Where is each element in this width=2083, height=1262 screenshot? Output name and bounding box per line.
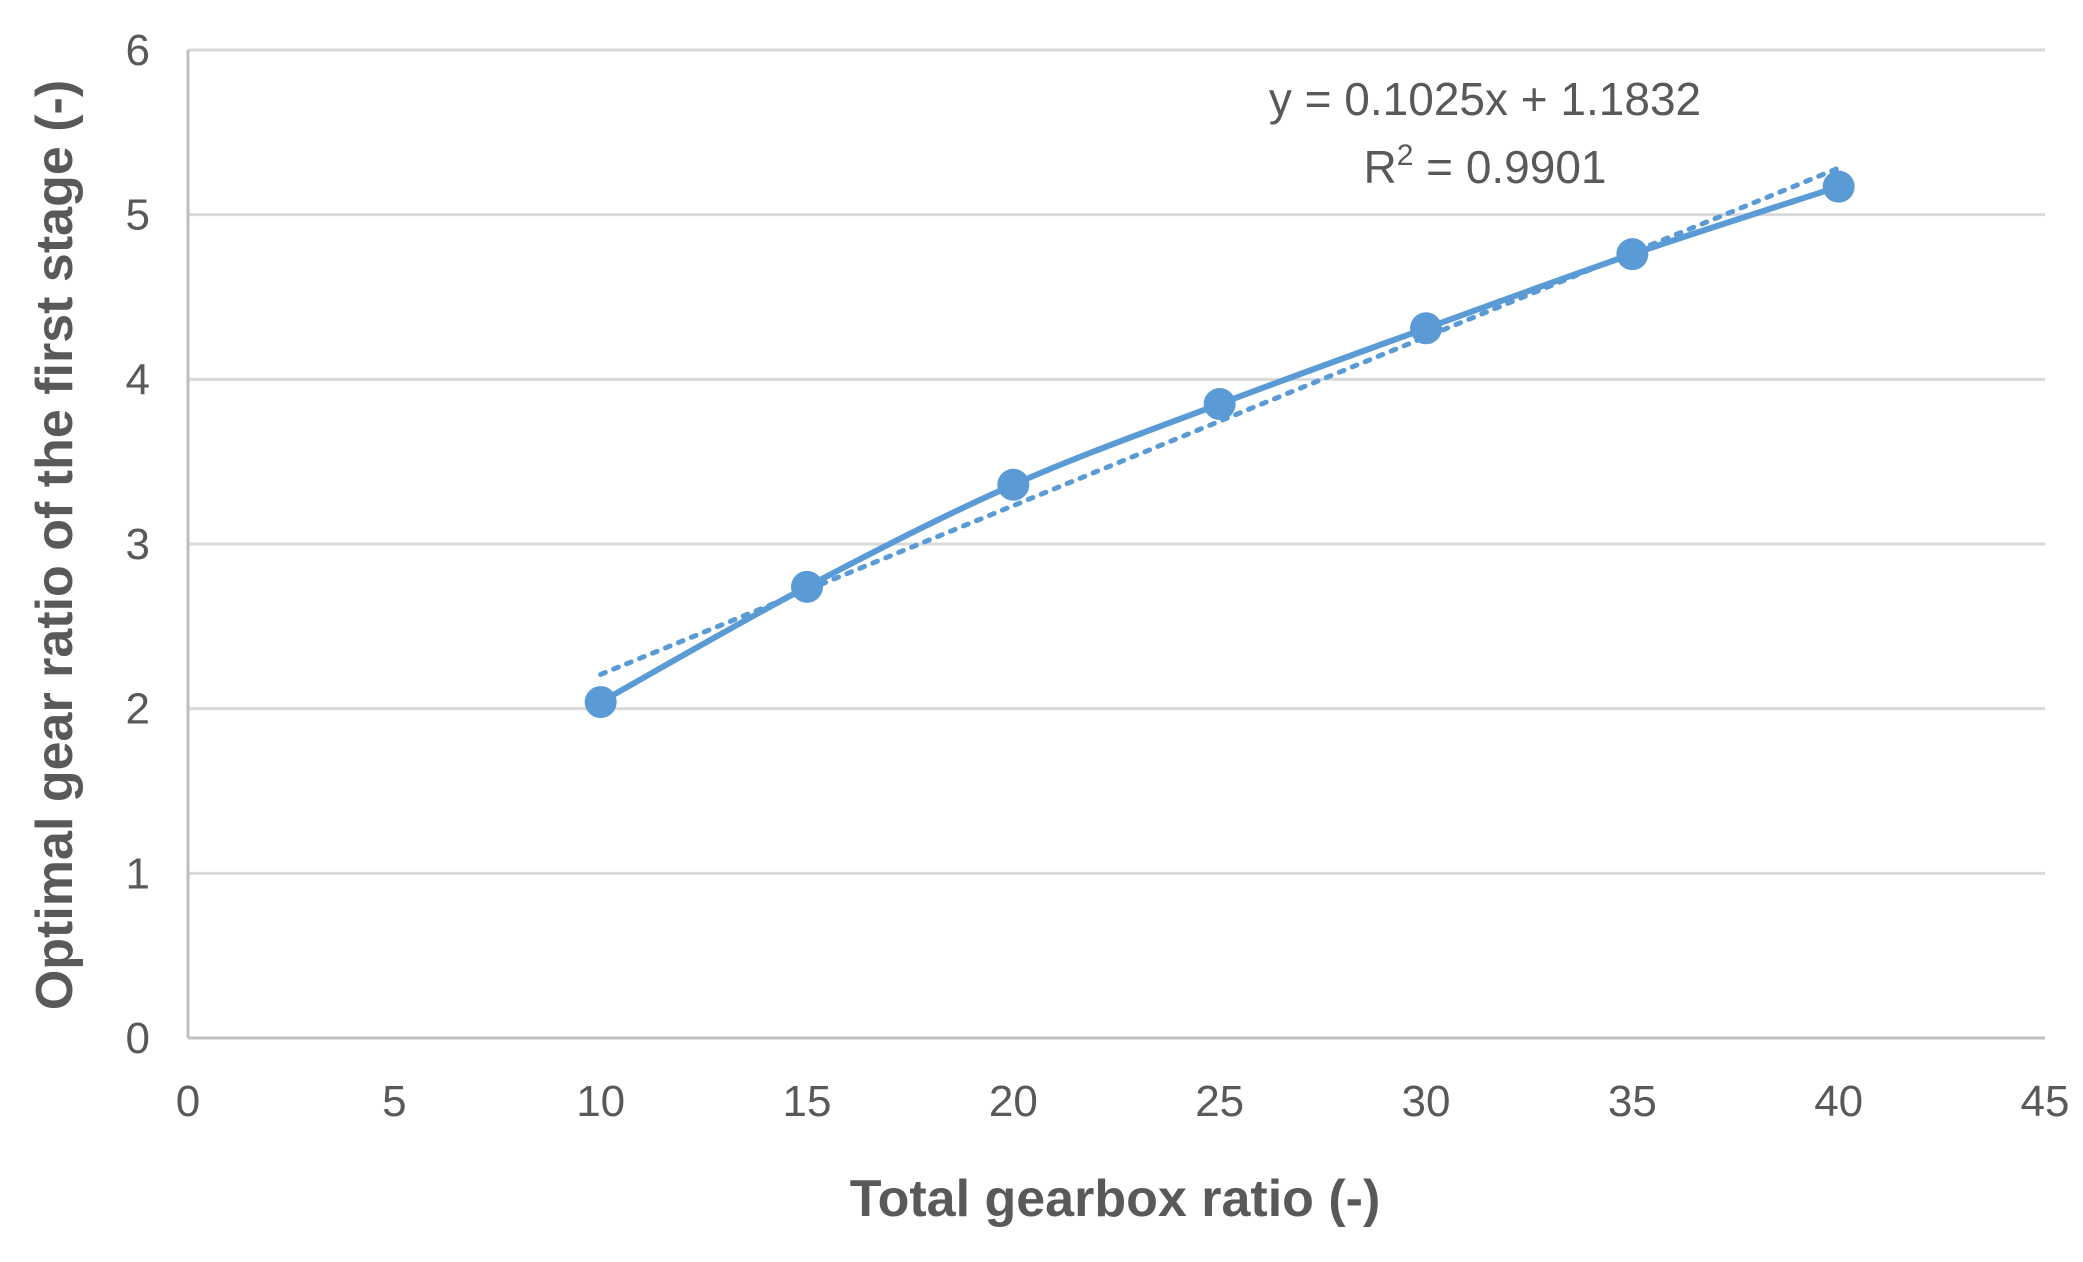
x-tick-label: 30 — [1402, 1077, 1451, 1126]
data-point — [997, 468, 1030, 501]
y-tick-label: 1 — [126, 849, 150, 898]
r-squared-label: R2 = 0.9901 — [1363, 139, 1606, 193]
annotation-layer: y = 0.1025x + 1.1832 R2 = 0.9901 — [1269, 73, 1701, 193]
r-squared-value: = 0.9901 — [1413, 141, 1606, 193]
x-tick-label: 40 — [1814, 1077, 1863, 1126]
axis-title-layer: Total gearbox ratio (-) Optimal gear rat… — [26, 80, 1380, 1228]
x-tick-label: 15 — [783, 1077, 832, 1126]
grid-layer — [188, 48, 2045, 875]
data-point — [584, 686, 617, 719]
data-point — [1410, 312, 1442, 345]
data-point — [1616, 238, 1649, 271]
data-point — [791, 570, 823, 603]
r-squared-superscript: 2 — [1397, 139, 1414, 172]
x-axis-title: Total gearbox ratio (-) — [850, 1170, 1381, 1228]
series-line — [597, 183, 1842, 706]
r-squared-prefix: R — [1363, 141, 1396, 193]
y-axis-title: Optimal gear ratio of the first stage (-… — [26, 80, 84, 1010]
series-layer — [584, 170, 1855, 719]
x-tick-label: 5 — [382, 1077, 406, 1126]
data-point — [1822, 170, 1855, 203]
trendline-equation: y = 0.1025x + 1.1832 — [1269, 73, 1701, 125]
x-tick-label: 0 — [176, 1077, 200, 1126]
y-tick-label: 6 — [126, 26, 150, 75]
y-tick-label: 3 — [126, 520, 150, 569]
y-tick-label: 0 — [126, 1014, 150, 1063]
x-tick-label: 35 — [1608, 1077, 1657, 1126]
y-tick-label: 2 — [126, 685, 150, 734]
x-tick-label: 20 — [989, 1077, 1038, 1126]
axis-layer — [186, 50, 2045, 1040]
y-tick-label: 4 — [126, 355, 150, 404]
x-tick-label: 10 — [576, 1077, 625, 1126]
data-point — [1203, 388, 1236, 421]
x-tick-label: 45 — [2021, 1077, 2070, 1126]
y-tick-label: 5 — [126, 191, 150, 240]
x-tick-label: 25 — [1195, 1077, 1244, 1126]
